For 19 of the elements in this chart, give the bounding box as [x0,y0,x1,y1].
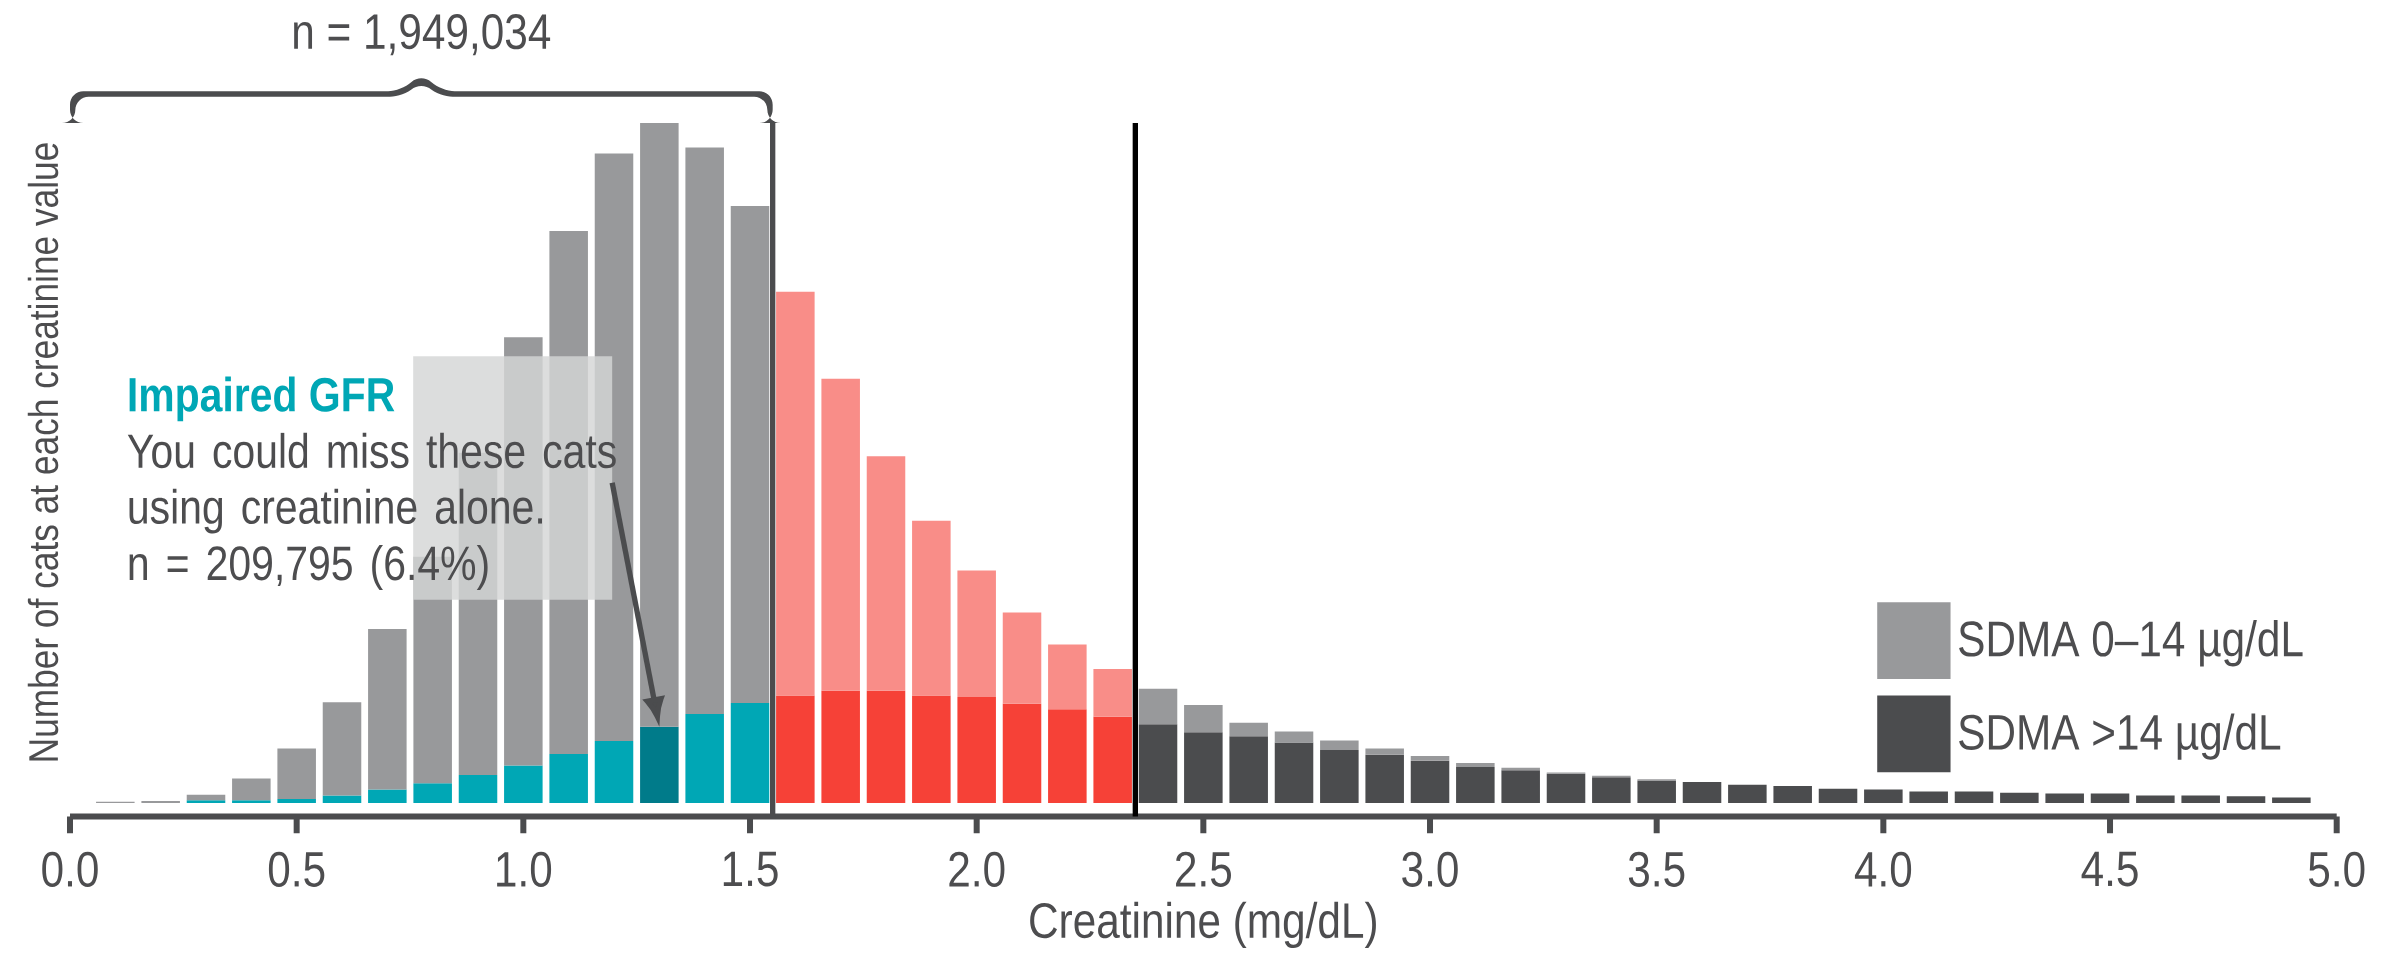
annotation: n = 209,795 (6.4%) [129,545,488,590]
x-tick-label: 0.5 [268,851,325,887]
x-tick-label: 2.0 [949,851,1005,887]
text: n = 1,949,034 [294,14,551,56]
legend-label: SDMA 0–14 µg/dL [1959,620,2303,667]
annotation: Impaired GFR [129,376,395,422]
x-tick-label: 1.0 [497,851,552,887]
annotation: You could miss these cats using creatinine alone. [127,432,616,534]
x-tick-label: 0.0 [42,851,98,887]
y-axis-title: Number of cats at each creatinine value [27,143,59,761]
x-axis-title: Creatinine (mg/dL) [1030,901,1376,949]
x-tick-label: 5.0 [2308,851,2365,887]
x-tick-label: 2.5 [1176,851,1231,887]
x-tick-label: 3.0 [1402,851,1458,887]
legend-label: SDMA >14 µg/dL [1959,713,2281,760]
x-tick-label: 4.0 [1854,851,1912,887]
x-tick-label: 4.5 [2081,851,2138,887]
x-tick-label: 3.5 [1628,851,1685,887]
x-tick-label: 1.5 [723,851,778,887]
